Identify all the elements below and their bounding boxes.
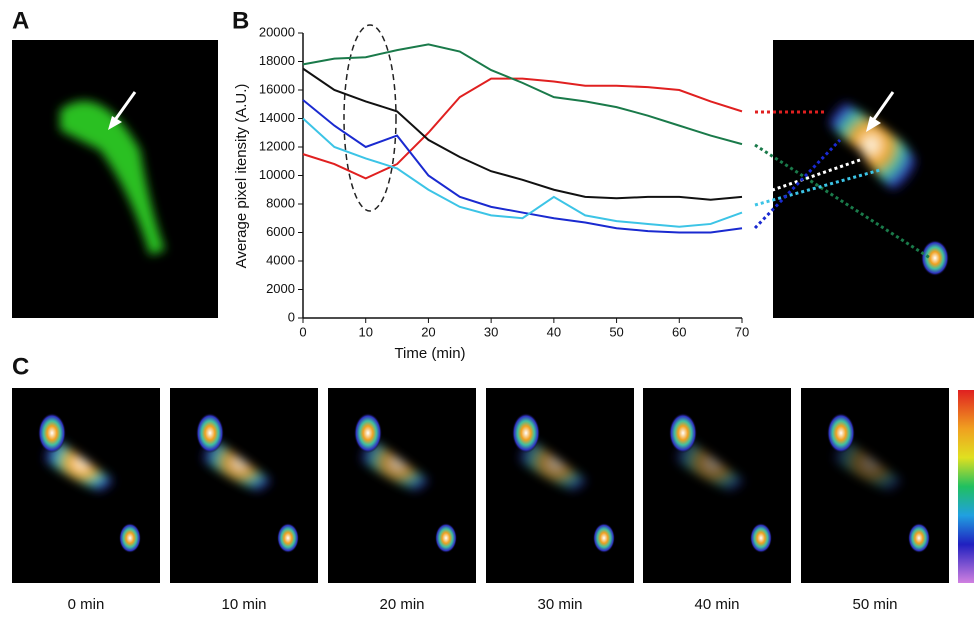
time-label: 20 min	[379, 596, 424, 613]
cell-blob	[750, 523, 772, 553]
panel-label: A	[12, 7, 29, 34]
thumbnail	[643, 388, 791, 583]
cell-blob	[196, 413, 224, 453]
cell-blob	[512, 413, 540, 453]
cell-blob	[827, 413, 855, 453]
x-tick-label: 0	[299, 324, 306, 339]
x-axis-label: Time (min)	[394, 345, 465, 362]
thumbnail	[328, 388, 476, 583]
time-label: 10 min	[221, 596, 266, 613]
time-label: 40 min	[694, 596, 739, 613]
thumbnail	[801, 388, 949, 583]
x-tick-label: 60	[672, 324, 686, 339]
cell-blob	[593, 523, 615, 553]
series-line	[302, 99, 743, 234]
series-line	[302, 77, 743, 180]
series-line	[302, 67, 743, 201]
cell-blob	[908, 523, 930, 553]
thumbnail-bg	[328, 388, 476, 583]
thumbnail	[170, 388, 318, 583]
y-tick-label: 14000	[259, 110, 295, 125]
thumbnail-bg	[170, 388, 318, 583]
time-label: 0 min	[68, 596, 105, 613]
y-tick-label: 16000	[259, 81, 295, 96]
y-tick-label: 0	[288, 309, 295, 324]
y-tick-label: 12000	[259, 138, 295, 153]
x-tick-label: 70	[735, 324, 749, 339]
image-a	[12, 40, 218, 318]
x-tick-label: 30	[484, 324, 498, 339]
time-label: 30 min	[537, 596, 582, 613]
thumbnail-bg	[12, 388, 160, 583]
y-tick-label: 18000	[259, 53, 295, 68]
y-tick-label: 2000	[266, 281, 295, 296]
thumbnail	[486, 388, 634, 583]
cell-blob	[119, 523, 141, 553]
thumbnail	[12, 388, 160, 583]
y-tick-label: 4000	[266, 252, 295, 267]
y-axis-label: Average pixel itensity (A.U.)	[233, 84, 250, 269]
colorbar	[958, 390, 974, 583]
panel-label: C	[12, 353, 29, 380]
thumbnail-bg	[643, 388, 791, 583]
thumbnail-bg	[801, 388, 949, 583]
y-tick-label: 8000	[266, 195, 295, 210]
panel-label: B	[232, 7, 249, 34]
y-tick-label: 10000	[259, 167, 295, 182]
cell-blob	[354, 413, 382, 453]
series-line	[302, 117, 743, 228]
y-tick-label: 6000	[266, 224, 295, 239]
x-tick-label: 50	[609, 324, 623, 339]
x-tick-label: 10	[358, 324, 372, 339]
annotation-ellipse	[343, 24, 397, 212]
y-tick-label: 20000	[259, 24, 295, 39]
arrows	[753, 110, 931, 260]
time-label: 50 min	[852, 596, 897, 613]
series-line	[302, 43, 743, 146]
x-tick-label: 40	[547, 324, 561, 339]
x-tick-label: 20	[421, 324, 435, 339]
cell-blob	[669, 413, 697, 453]
cell-blob	[38, 413, 66, 453]
cell-blob	[435, 523, 457, 553]
cell-blob	[277, 523, 299, 553]
thumbnail-bg	[486, 388, 634, 583]
